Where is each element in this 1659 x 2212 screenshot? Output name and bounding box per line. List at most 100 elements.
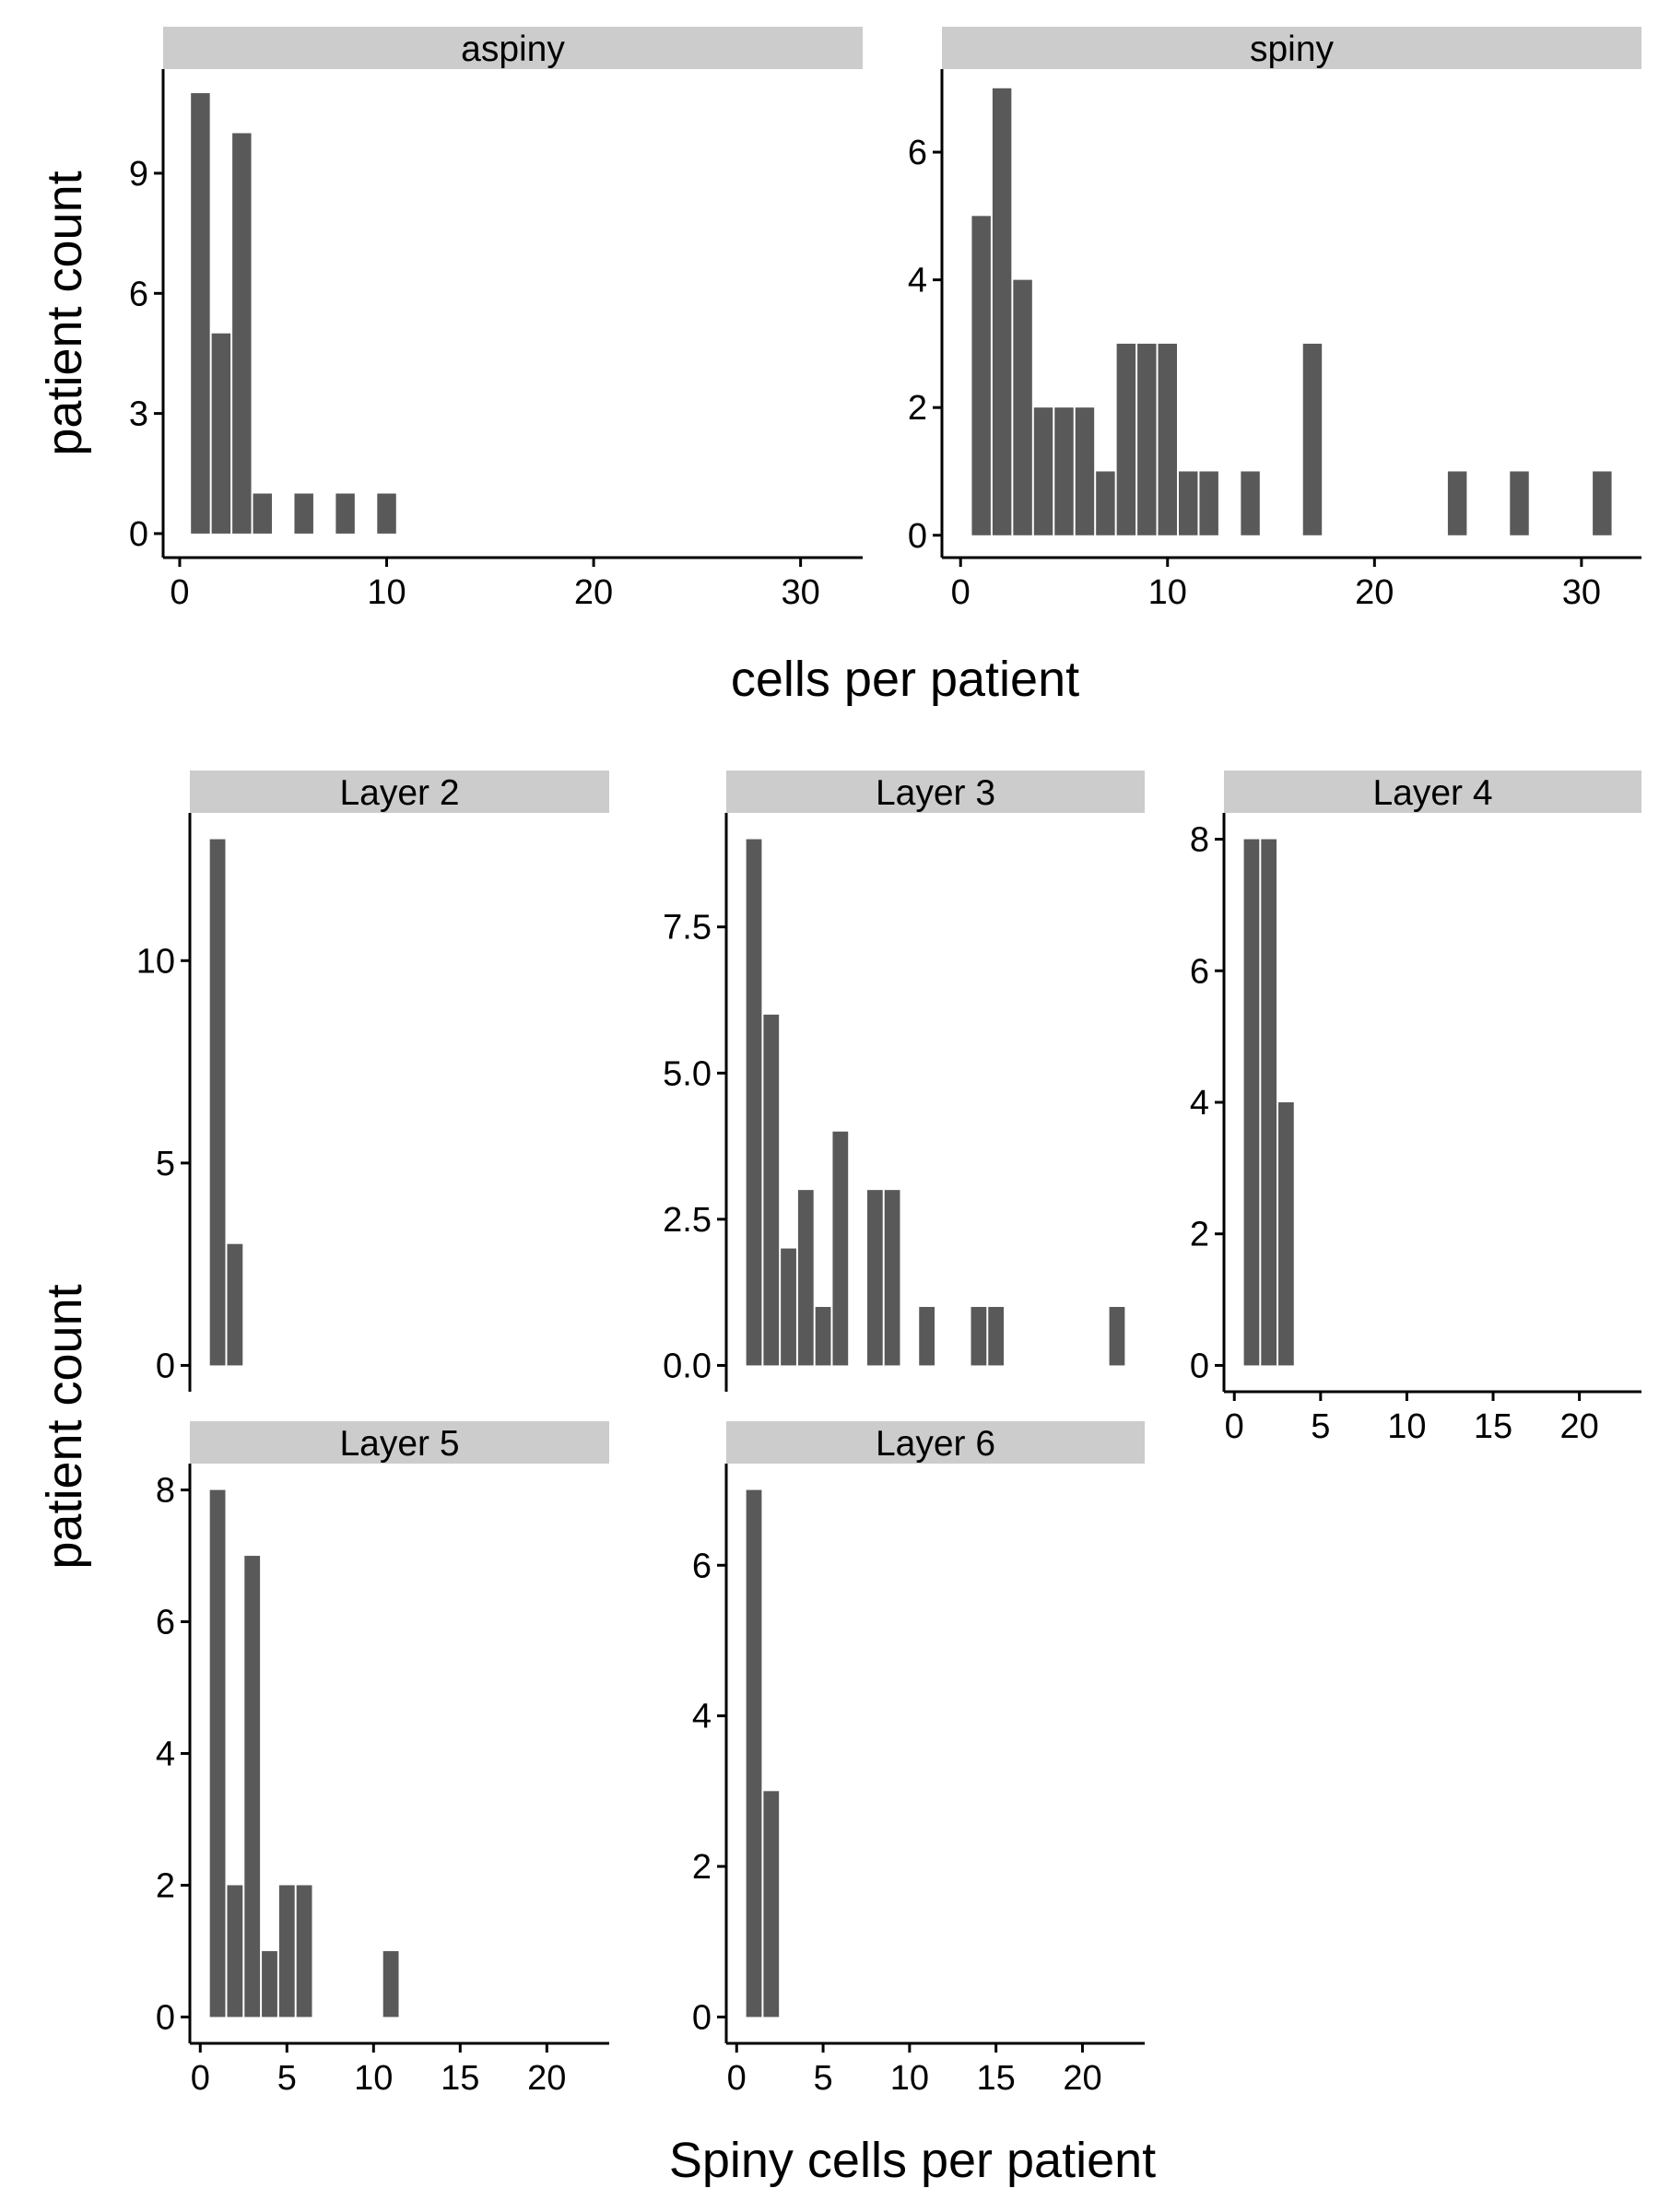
bar-spiny-14 xyxy=(1241,471,1260,535)
y-tick-label-aspiny-3: 9 xyxy=(129,155,148,194)
y-tick-label-layer-5-2: 4 xyxy=(156,1735,175,1774)
x-tick-label-layer-5-3: 15 xyxy=(441,2059,479,2098)
y-tick-label-layer-4-2: 4 xyxy=(1190,1084,1209,1123)
panel-layer-4: Layer 4 0 2 4 6 8 0 5 10 15 20 xyxy=(1190,771,1641,1446)
bar-spiny-27 xyxy=(1510,471,1529,535)
y-tick-label-aspiny-0: 0 xyxy=(129,515,148,554)
strip-layer-2 xyxy=(190,771,609,813)
x-tick-label-spiny-3: 30 xyxy=(1562,573,1601,612)
bar-layer-3-22 xyxy=(1109,1307,1125,1366)
x-tick-label-layer-5-4: 20 xyxy=(527,2059,566,2098)
x-tick-label-layer-6-2: 10 xyxy=(890,2059,929,2098)
strip-label-layer-4: Layer 4 xyxy=(1372,773,1492,813)
y-tick-label-layer-6-0: 0 xyxy=(692,1998,712,2037)
bar-layer-3-6 xyxy=(832,1131,849,1366)
bar-layer-3-15 xyxy=(988,1307,1005,1366)
bar-aspiny-6 xyxy=(294,493,313,534)
panel-layer-5: Layer 5 0 2 4 6 8 0 5 10 15 20 xyxy=(156,1421,609,2098)
bar-layer-3-2 xyxy=(763,1014,780,1366)
x-tick-label-layer-5-2: 10 xyxy=(354,2059,393,2098)
bar-layer-3-8 xyxy=(866,1190,883,1366)
bar-layer-5-11 xyxy=(382,1950,399,2018)
x-tick-label-aspiny-2: 20 xyxy=(574,573,613,612)
strip-label-layer-6: Layer 6 xyxy=(876,1424,995,1464)
y-tick-label-layer-4-0: 0 xyxy=(1190,1347,1209,1385)
strip-label-layer-5: Layer 5 xyxy=(339,1424,459,1464)
bar-aspiny-1 xyxy=(191,93,210,534)
bar-spiny-31 xyxy=(1593,471,1612,535)
strip-layer-5 xyxy=(190,1421,609,1464)
y-tick-label-layer-4-3: 6 xyxy=(1190,952,1209,991)
y-tick-label-layer-2-0: 0 xyxy=(156,1347,175,1385)
y-tick-label-layer-4-4: 8 xyxy=(1190,821,1209,860)
bar-layer-3-3 xyxy=(781,1248,796,1366)
bar-layer-5-5 xyxy=(278,1885,295,2018)
bar-spiny-9 xyxy=(1137,343,1157,535)
y-tick-label-layer-5-3: 6 xyxy=(156,1604,175,1642)
y-tick-label-layer-6-1: 2 xyxy=(692,1848,712,1887)
bar-layer-6-2 xyxy=(763,1791,780,2018)
bar-layer-3-5 xyxy=(815,1307,831,1366)
bar-layer-4-1 xyxy=(1243,839,1260,1366)
y-tick-label-spiny-0: 0 xyxy=(908,517,927,556)
bar-spiny-11 xyxy=(1178,471,1198,535)
x-tick-label-layer-5-1: 5 xyxy=(277,2059,297,2098)
strip-label-layer-2: Layer 2 xyxy=(339,773,459,813)
bar-layer-4-2 xyxy=(1261,839,1277,1366)
y-tick-label-layer-2-2: 10 xyxy=(136,942,175,981)
bar-spiny-3 xyxy=(1013,279,1032,535)
x-tick-label-layer-5-0: 0 xyxy=(191,2059,210,2098)
y-tick-label-layer-3-3: 7.5 xyxy=(663,909,712,947)
strip-layer-4 xyxy=(1224,771,1641,813)
y-tick-label-layer-3-1: 2.5 xyxy=(663,1201,712,1240)
bar-aspiny-10 xyxy=(377,493,396,534)
x-tick-label-layer-4-1: 5 xyxy=(1311,1407,1330,1446)
strip-spiny xyxy=(942,27,1641,69)
bar-layer-3-11 xyxy=(919,1307,935,1366)
panel-layer-6: Layer 6 0 2 4 6 0 5 10 15 20 xyxy=(692,1421,1145,2098)
bar-layer-5-4 xyxy=(262,1950,277,2018)
x-tick-label-layer-4-4: 20 xyxy=(1559,1407,1598,1446)
x-tick-label-layer-4-2: 10 xyxy=(1387,1407,1426,1446)
strip-label-layer-3: Layer 3 xyxy=(876,773,995,813)
bar-layer-5-3 xyxy=(244,1556,261,2018)
y-tick-label-spiny-1: 2 xyxy=(908,389,927,428)
bar-spiny-24 xyxy=(1447,471,1467,535)
x-tick-label-spiny-0: 0 xyxy=(951,573,971,612)
bar-layer-5-1 xyxy=(209,1489,226,2018)
bar-layer-5-2 xyxy=(227,1885,243,2018)
x-tick-label-aspiny-1: 10 xyxy=(367,573,406,612)
bar-layer-2-2 xyxy=(227,1243,243,1366)
bottom-y-axis-title: patient count xyxy=(37,1284,92,1569)
x-tick-label-layer-6-1: 5 xyxy=(813,2059,832,2098)
bar-layer-2-1 xyxy=(209,839,226,1366)
bar-layer-3-9 xyxy=(884,1190,900,1366)
bar-aspiny-2 xyxy=(211,333,231,534)
x-tick-label-layer-4-3: 15 xyxy=(1474,1407,1512,1446)
bar-aspiny-4 xyxy=(253,493,273,534)
panel-layer-3: Layer 3 0.0 2.5 5.0 7.5 xyxy=(663,771,1145,1392)
panel-aspiny: aspiny 0 3 6 9 0 10 20 30 xyxy=(129,27,863,612)
bar-spiny-12 xyxy=(1199,471,1218,535)
bar-spiny-17 xyxy=(1302,343,1323,535)
x-tick-label-layer-4-0: 0 xyxy=(1225,1407,1244,1446)
bar-spiny-5 xyxy=(1054,407,1074,535)
y-tick-label-layer-4-1: 2 xyxy=(1190,1216,1209,1254)
strip-label-aspiny: aspiny xyxy=(461,29,565,69)
bar-aspiny-8 xyxy=(335,493,355,534)
bar-layer-4-3 xyxy=(1278,1102,1294,1366)
bar-spiny-6 xyxy=(1075,407,1095,535)
bar-spiny-10 xyxy=(1158,343,1177,535)
y-tick-label-layer-5-1: 2 xyxy=(156,1866,175,1905)
x-tick-label-spiny-1: 10 xyxy=(1148,573,1187,612)
x-tick-label-spiny-2: 20 xyxy=(1355,573,1394,612)
bar-layer-3-14 xyxy=(971,1307,987,1366)
y-tick-label-layer-3-0: 0.0 xyxy=(663,1347,712,1385)
strip-label-spiny: spiny xyxy=(1250,29,1335,69)
bar-spiny-1 xyxy=(971,216,991,535)
y-tick-label-aspiny-1: 3 xyxy=(129,395,148,434)
strip-aspiny xyxy=(163,27,863,69)
bar-layer-6-1 xyxy=(746,1489,762,2018)
